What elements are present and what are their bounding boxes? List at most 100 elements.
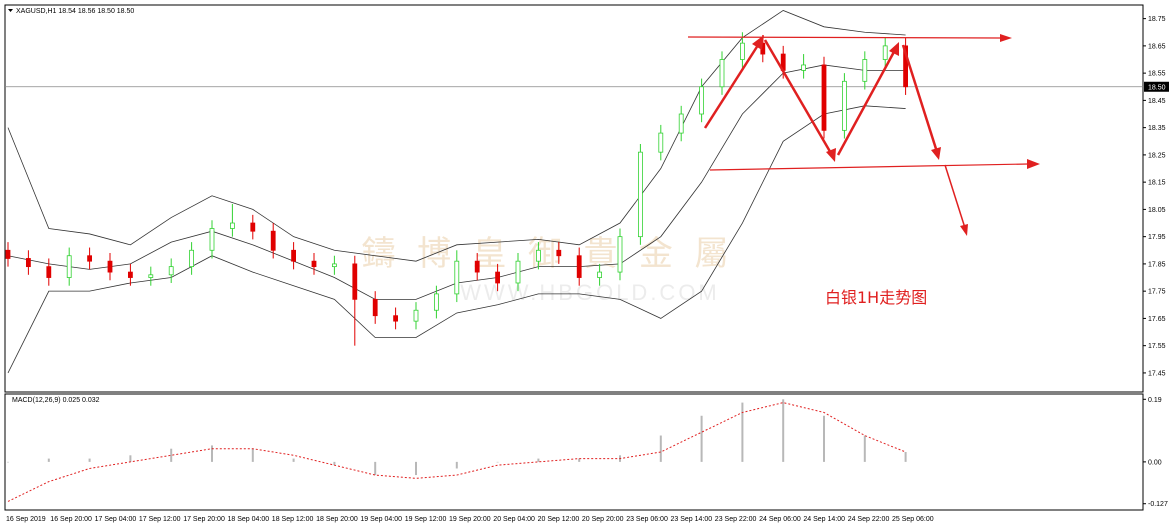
candle-body: [393, 315, 399, 322]
candle-body: [678, 113, 684, 134]
macd-bar: [292, 458, 295, 462]
candle-body: [740, 42, 745, 60]
macd-y-tick-label: -0.127: [1148, 501, 1168, 508]
candle-body: [597, 271, 602, 278]
macd-bar: [578, 458, 581, 462]
last-price-box: [1144, 81, 1169, 92]
macd-bar: [537, 458, 540, 462]
candle-body: [658, 132, 664, 153]
chart-title: XAGUSD,H1 18.54 18.56 18.50 18.50: [16, 8, 134, 15]
macd-bar: [129, 455, 132, 462]
y-tick-label: 18.45: [1148, 98, 1166, 105]
x-tick-label: 17 Sep 20:00: [183, 516, 225, 523]
macd-signal: [7, 402, 906, 502]
last-price-label: 18.50: [1148, 84, 1166, 91]
macd-bar: [863, 435, 866, 462]
x-tick-label: 16 Sep 2019: [6, 516, 46, 523]
main-panel: [4, 4, 1144, 393]
macd-bar: [904, 452, 907, 462]
x-tick-label: 25 Sep 06:00: [892, 516, 934, 523]
macd-bar: [782, 399, 785, 462]
macd-bar: [496, 461, 499, 463]
x-tick-label: 24 Sep 14:00: [803, 516, 845, 523]
candle-body: [556, 249, 562, 257]
candle-body: [719, 59, 725, 88]
macd-bar: [659, 435, 662, 462]
x-tick-label: 24 Sep 22:00: [848, 516, 890, 523]
candle-body: [5, 249, 11, 259]
x-tick-label: 23 Sep 22:00: [715, 516, 757, 523]
x-tick-label: 18 Sep 20:00: [316, 516, 358, 523]
y-tick-label: 18.55: [1148, 71, 1166, 78]
menu-icon: [8, 9, 13, 12]
macd-bar: [7, 461, 9, 463]
candle-body: [372, 298, 378, 317]
x-tick-label: 16 Sep 20:00: [50, 516, 92, 523]
bb-lower: [7, 105, 906, 374]
x-tick-label: 20 Sep 04:00: [493, 516, 535, 523]
candle-body: [127, 271, 133, 278]
candle-body: [46, 266, 52, 278]
candle-body: [25, 258, 31, 268]
candle-body: [250, 222, 256, 232]
candle-body: [311, 260, 317, 268]
y-tick-label: 18.35: [1148, 125, 1166, 132]
x-tick-label: 17 Sep 12:00: [139, 516, 181, 523]
macd-bar: [211, 445, 213, 462]
y-tick-label: 18.25: [1148, 152, 1166, 159]
y-tick-label: 17.45: [1148, 370, 1166, 377]
candle-body: [699, 86, 704, 115]
candle-body: [413, 309, 419, 322]
x-tick-label: 20 Sep 20:00: [582, 516, 624, 523]
candle-body: [331, 263, 337, 268]
candle-body: [168, 266, 174, 276]
candle-body: [229, 222, 235, 229]
macd-bar: [88, 458, 91, 462]
candle-body: [291, 249, 297, 262]
macd-bar: [47, 458, 50, 462]
macd-y-tick-label: 0.19: [1148, 397, 1162, 404]
y-tick-label: 17.85: [1148, 261, 1166, 268]
macd-y-tick-label: 0.00: [1148, 459, 1162, 466]
macd-bar: [415, 461, 417, 476]
macd-bar: [333, 461, 336, 466]
x-tick-label: 19 Sep 04:00: [360, 516, 402, 523]
candle-body: [148, 274, 154, 278]
candle-body: [495, 271, 501, 284]
macd-bar: [455, 461, 458, 469]
watermark-url: WWW.HBGOLD.COM: [460, 280, 720, 305]
macd-label: MACD(12,26,9) 0.025 0.032: [12, 397, 100, 404]
candle-body: [801, 64, 806, 71]
x-tick-label: 17 Sep 04:00: [95, 516, 137, 523]
macd-bar: [741, 402, 744, 462]
candle-body: [454, 260, 460, 295]
x-tick-label: 19 Sep 12:00: [405, 516, 447, 523]
candle-body: [515, 260, 521, 284]
y-tick-label: 18.65: [1148, 43, 1166, 50]
x-tick-label: 23 Sep 06:00: [626, 516, 668, 523]
candle-body: [189, 249, 195, 268]
candle-body: [87, 255, 92, 262]
candle-body: [270, 230, 276, 251]
macd-bar: [823, 415, 825, 462]
x-tick-label: 18 Sep 04:00: [228, 516, 270, 523]
candle-body: [536, 249, 541, 262]
x-tick-label: 20 Sep 12:00: [538, 516, 580, 523]
x-tick-label: 24 Sep 06:00: [759, 516, 801, 523]
candle-body: [862, 59, 868, 82]
macd-bar: [251, 448, 254, 462]
y-tick-label: 17.75: [1148, 289, 1166, 296]
candle-body: [66, 255, 72, 278]
candle-body: [433, 293, 439, 311]
x-tick-label: 23 Sep 14:00: [671, 516, 713, 523]
candle-body: [882, 45, 888, 60]
candle-body: [352, 263, 358, 300]
y-tick-label: 17.65: [1148, 316, 1166, 323]
candle-body: [209, 228, 215, 251]
candle-body: [903, 45, 908, 88]
candle-body: [638, 151, 643, 238]
y-tick-label: 18.15: [1148, 180, 1166, 187]
y-tick-label: 17.95: [1148, 234, 1166, 241]
candle-body: [821, 64, 827, 131]
